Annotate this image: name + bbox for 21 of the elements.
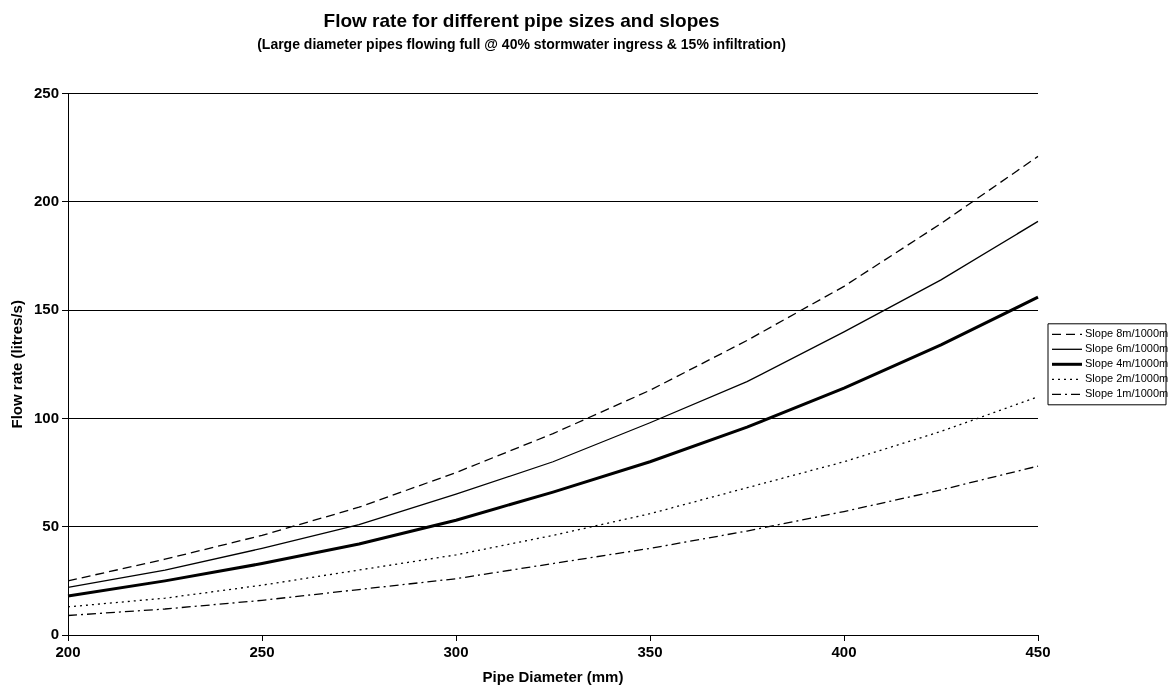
y-tick-label: 100 [34, 408, 60, 426]
x-tick-label: 200 [55, 643, 81, 661]
chart-title: Flow rate for different pipe sizes and slopes [323, 9, 720, 31]
x-tick-label: 400 [831, 643, 857, 661]
legend-label: Slope 2m/1000m [1085, 372, 1169, 385]
y-tick-label: 50 [42, 516, 60, 534]
x-tick-label: 250 [249, 643, 275, 661]
y-tick-label: 200 [34, 192, 60, 210]
y-tick-label: 150 [34, 300, 60, 318]
legend-label: Slope 8m/1000m [1085, 327, 1169, 340]
x-tick-label: 350 [637, 643, 663, 661]
y-tick-label: 250 [34, 83, 60, 101]
y-tick-label: 0 [50, 625, 60, 643]
legend-label: Slope 1m/1000m [1085, 387, 1169, 400]
x-tick-label: 450 [1025, 643, 1051, 661]
legend-label: Slope 4m/1000m [1085, 357, 1169, 370]
x-axis-title: Pipe Diameter (mm) [482, 668, 624, 686]
y-axis-title: Flow rate (litres/s) [8, 300, 26, 429]
legend-label: Slope 6m/1000m [1085, 342, 1169, 355]
chart-subtitle: (Large diameter pipes flowing full @ 40% stormwater ingress & 15% infiltration) [257, 36, 786, 53]
x-tick-label: 300 [443, 643, 469, 661]
